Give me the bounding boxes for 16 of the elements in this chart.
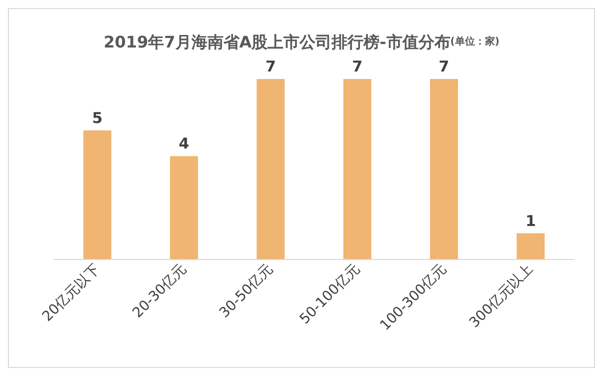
chart-title: 2019年7月海南省A股上市公司排行榜-市值分布 <box>104 32 450 52</box>
data-label: 7 <box>438 58 450 76</box>
bar <box>430 79 458 259</box>
bar <box>516 233 545 259</box>
data-label: 4 <box>178 134 190 153</box>
x-tick-label: 300亿元以上 <box>466 261 536 332</box>
bar <box>256 79 285 259</box>
data-label: 7 <box>352 58 363 76</box>
data-label: 5 <box>92 108 103 127</box>
bar <box>343 79 372 259</box>
bar <box>170 156 198 259</box>
x-tick-label: 20亿元以下 <box>39 261 103 325</box>
data-label: 7 <box>265 58 276 76</box>
data-label: 1 <box>525 212 536 230</box>
chart-subtitle: (单位：家) <box>450 36 500 48</box>
bar <box>83 130 112 259</box>
